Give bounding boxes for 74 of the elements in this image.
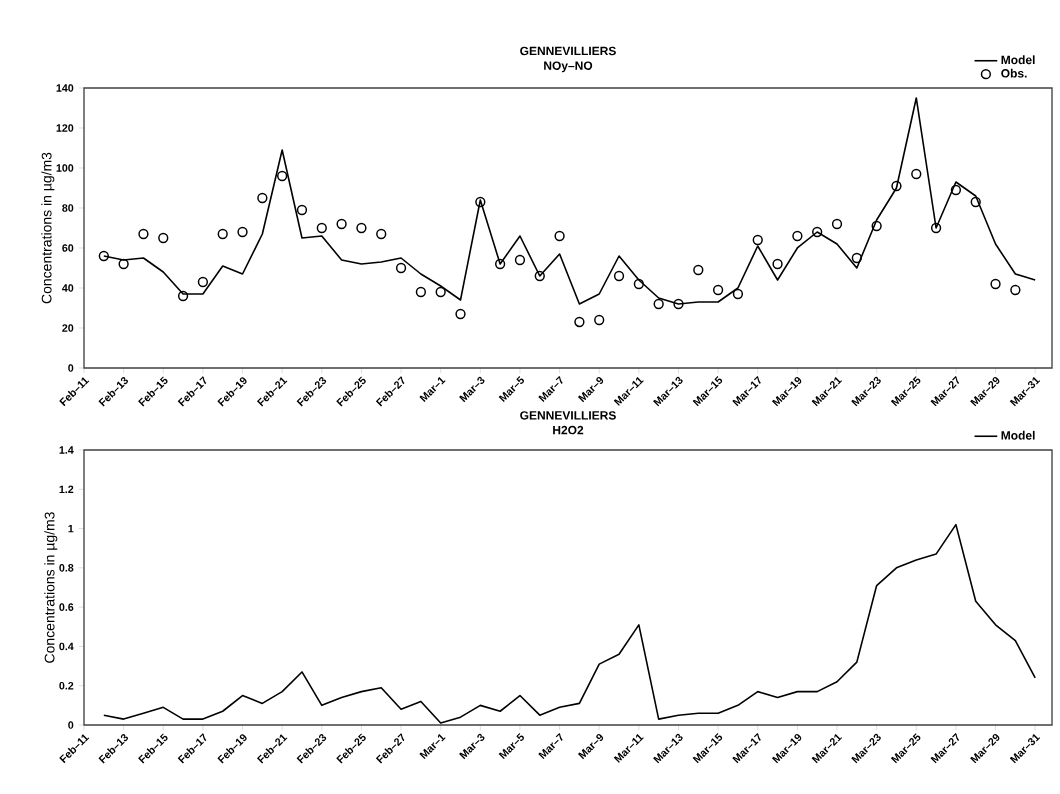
y-tick-label: 1.2 <box>59 485 74 494</box>
point <box>950 184 962 196</box>
y-tick-label: 1 <box>68 524 74 533</box>
point <box>475 196 486 208</box>
y-tick-label: 40 <box>62 284 74 292</box>
y-tick-label: 0.6 <box>59 603 74 611</box>
y-tick-label: 0.2 <box>59 681 74 690</box>
point <box>574 316 585 328</box>
point <box>871 220 882 232</box>
point <box>1010 284 1021 296</box>
legend-label: Model <box>1001 55 1035 65</box>
point <box>851 252 862 264</box>
point <box>118 258 129 270</box>
y-tick-label: 120 <box>56 124 74 132</box>
chart-title: GENNEVILLIERS <box>520 46 616 56</box>
line-series <box>103 97 1036 305</box>
point <box>177 290 189 302</box>
y-tick-label: 80 <box>62 204 74 212</box>
y-tick-label: 60 <box>62 244 74 252</box>
point <box>98 250 109 262</box>
point <box>891 180 902 192</box>
point <box>435 286 446 298</box>
point <box>336 218 347 230</box>
point <box>197 276 209 288</box>
point <box>732 288 744 300</box>
line-series <box>103 523 1036 724</box>
point <box>930 222 942 234</box>
y-tick-label: 0.8 <box>59 564 74 572</box>
y-tick-label: 0.4 <box>59 642 74 651</box>
point <box>415 286 427 298</box>
point <box>395 262 407 274</box>
point <box>911 168 922 180</box>
point <box>158 232 169 244</box>
point <box>812 226 823 238</box>
y-tick-label: 1.4 <box>59 446 74 454</box>
point <box>752 234 763 246</box>
chart-subtitle: NOy–NO <box>544 61 593 73</box>
y-tick-label: 20 <box>62 324 74 332</box>
chart-title: GENNEVILLIERS <box>520 411 616 420</box>
point <box>990 278 1001 290</box>
y-tick-label: 0 <box>68 721 74 729</box>
y-axis-title: Concentrations in µg/m3 <box>44 512 58 663</box>
point <box>495 258 506 270</box>
point <box>514 254 526 266</box>
point <box>534 270 545 282</box>
y-tick-label: 0 <box>68 364 74 372</box>
point <box>792 230 803 242</box>
y-axis-title: Concentrations in µg/m3 <box>41 152 55 304</box>
point <box>296 204 308 216</box>
point <box>594 314 605 326</box>
legend-label: Obs. <box>1001 68 1027 78</box>
point <box>376 228 387 240</box>
point <box>277 170 288 182</box>
legend-label: Model <box>1001 430 1035 440</box>
point <box>712 284 724 296</box>
point <box>257 192 268 204</box>
point <box>138 228 149 240</box>
point <box>237 226 248 238</box>
point <box>653 298 664 310</box>
point <box>831 218 843 230</box>
point <box>673 298 684 310</box>
point <box>613 270 625 282</box>
point <box>554 230 565 242</box>
point <box>356 222 367 234</box>
point <box>970 196 981 208</box>
point <box>693 264 704 276</box>
point <box>633 278 644 290</box>
point <box>217 228 228 240</box>
chart-subtitle: H2O2 <box>553 425 584 435</box>
y-tick-label: 140 <box>56 84 74 92</box>
y-tick-label: 100 <box>56 164 74 172</box>
point <box>772 258 783 270</box>
point <box>455 308 466 320</box>
point <box>316 222 327 234</box>
